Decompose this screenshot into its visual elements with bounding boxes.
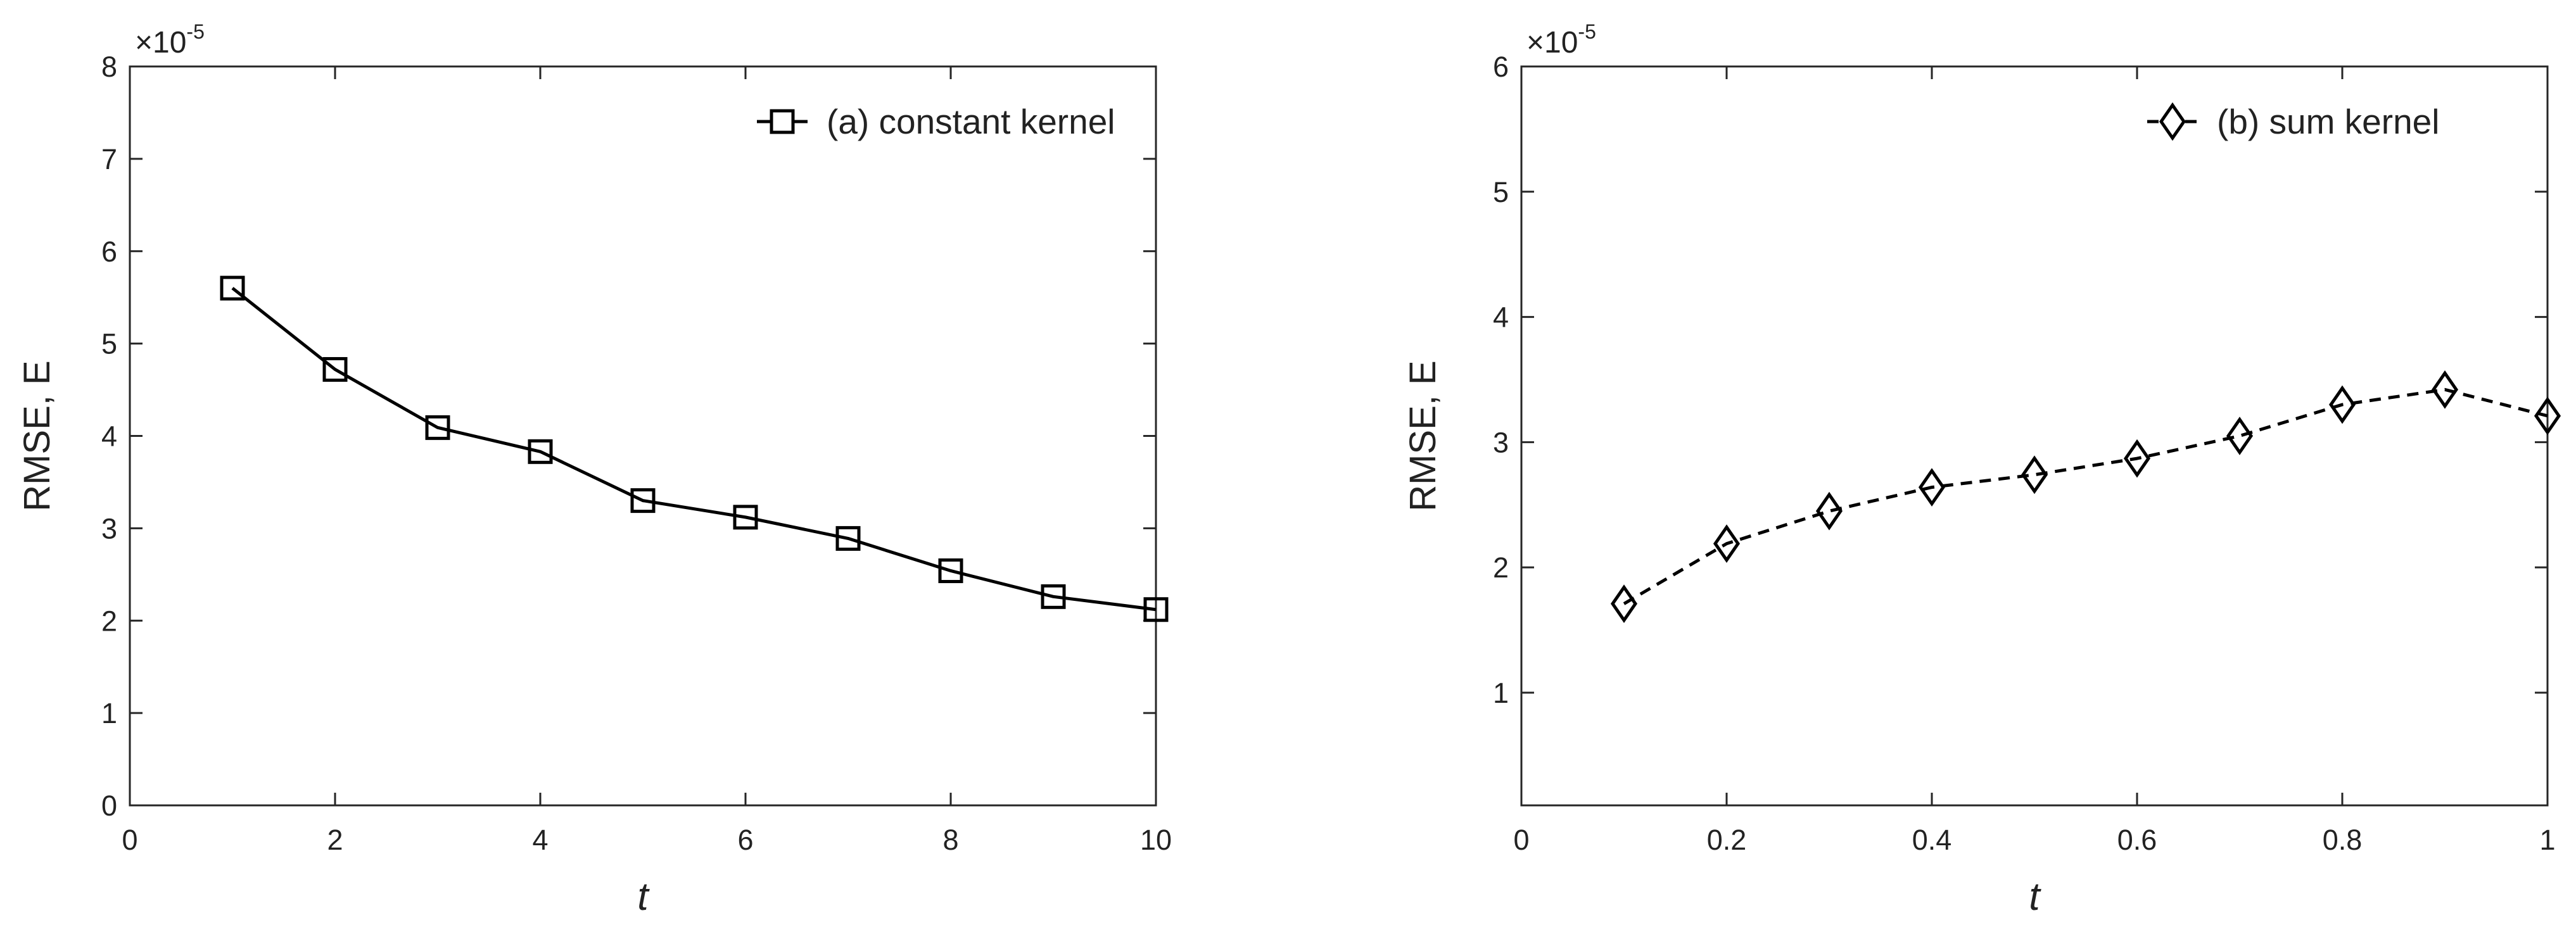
x-tick-label: 6 xyxy=(737,824,753,856)
data-point-square-marker xyxy=(938,558,963,583)
y-tick-label: 0 xyxy=(101,790,117,822)
y-tick-label: 6 xyxy=(1493,51,1509,83)
data-point-square-marker xyxy=(1143,597,1169,622)
y-multiplier-base: ×10 xyxy=(1526,26,1578,60)
x-tick-label: 8 xyxy=(942,824,958,856)
series-line xyxy=(1623,387,2548,605)
y-multiplier-base: ×10 xyxy=(135,26,186,60)
data-point-diamond-marker xyxy=(2226,417,2254,455)
x-tick-label: 10 xyxy=(1140,824,1172,856)
data-point-square-marker xyxy=(425,415,450,440)
plot-area-frame xyxy=(1520,65,2549,807)
y-tick-label: 4 xyxy=(1493,301,1509,334)
y-tick-label: 1 xyxy=(1493,677,1509,709)
data-point-square-marker xyxy=(322,356,348,382)
y-tick-label: 8 xyxy=(101,51,117,83)
data-point-diamond-marker xyxy=(2431,370,2459,409)
y-multiplier-exponent: -5 xyxy=(1578,20,1596,43)
y-axis-label: RMSE, E xyxy=(16,360,58,512)
y-tick-label: 6 xyxy=(101,236,117,268)
data-point-square-marker xyxy=(220,275,245,301)
y-multiplier-exponent: -5 xyxy=(186,20,204,43)
y-tick-label: 5 xyxy=(101,328,117,360)
data-point-square-marker xyxy=(733,505,758,530)
x-tick-label: 4 xyxy=(532,824,548,856)
y-tick-label: 4 xyxy=(101,420,117,453)
x-tick-label: 0.2 xyxy=(1707,824,1747,856)
chart-panel-a: 0 2 4 6 8 10 0 1 2 3 4 5 6 7 8 ×10-5 t RMSE, E (a) constan… xyxy=(16,20,1172,919)
legend-square-marker xyxy=(770,109,795,134)
x-tick-label: 0.8 xyxy=(2323,824,2363,856)
data-point-diamond-marker xyxy=(1918,468,1946,507)
data-point-diamond-marker xyxy=(1815,491,1843,531)
y-tick-label: 2 xyxy=(101,605,117,637)
x-tick-label: 0.6 xyxy=(2117,824,2157,856)
legend-diamond-marker xyxy=(2159,102,2186,141)
y-tick-label: 7 xyxy=(101,143,117,175)
x-tick-label: 0 xyxy=(1513,824,1529,856)
x-tick-label: 2 xyxy=(327,824,343,856)
data-point-square-marker xyxy=(835,526,861,551)
data-point-diamond-marker xyxy=(2534,396,2561,436)
data-point-diamond-marker xyxy=(2123,439,2151,478)
y-tick-label: 2 xyxy=(1493,551,1509,584)
x-axis-label: t xyxy=(2029,875,2041,919)
data-point-diamond-marker xyxy=(1713,524,1741,563)
data-point-square-marker xyxy=(1041,584,1066,609)
y-tick-label: 5 xyxy=(1493,176,1509,208)
data-point-square-marker xyxy=(528,439,553,464)
data-point-diamond-marker xyxy=(1610,584,1638,623)
data-point-diamond-marker xyxy=(2328,385,2356,424)
y-axis-multiplier: ×10-5 xyxy=(1526,20,1596,60)
x-tick-label: 1 xyxy=(2539,824,2555,856)
data-point-diamond-marker xyxy=(2021,455,2048,494)
legend-entry-label: (b) sum kernel xyxy=(2217,102,2439,141)
series-line xyxy=(231,287,1157,612)
y-axis-label: RMSE, E xyxy=(1402,360,1443,512)
legend-entry-label: (a) constant kernel xyxy=(827,102,1115,141)
chart-panel-b: 0 0.2 0.4 0.6 0.8 1 1 2 3 4 5 6 ×10-5 t RMSE, E (b) sum… xyxy=(1402,20,2561,919)
data-point-square-marker xyxy=(630,488,656,513)
y-tick-label: 3 xyxy=(1493,426,1509,458)
y-tick-label: 3 xyxy=(101,512,117,545)
y-tick-label: 1 xyxy=(101,697,117,729)
y-axis-multiplier: ×10-5 xyxy=(135,20,205,60)
x-tick-label: 0.4 xyxy=(1912,824,1952,856)
x-tick-label: 0 xyxy=(122,824,137,856)
x-axis-label: t xyxy=(637,875,650,919)
